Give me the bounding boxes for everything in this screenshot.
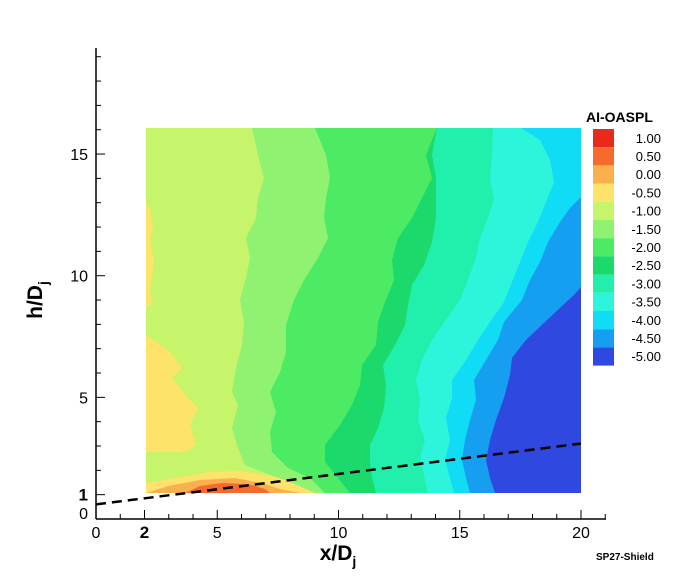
x-axis-title-subscript: j	[351, 553, 356, 569]
x-tick-label: 5	[213, 525, 222, 542]
y-axis-title-main: h/D	[24, 285, 47, 319]
legend-swatch	[593, 311, 614, 330]
y-tick-label: 1	[79, 486, 88, 505]
legend-label: -3.50	[631, 295, 661, 310]
legend-swatch	[593, 165, 614, 184]
y-axis-title: h/Dj	[24, 281, 51, 319]
legend-swatch	[593, 256, 614, 275]
legend-label: -5.00	[631, 349, 661, 364]
y-axis-title-subscript: j	[35, 281, 51, 286]
legend-swatch	[593, 347, 614, 366]
legend-label: -4.50	[631, 331, 661, 346]
legend-swatch	[593, 329, 614, 348]
y-tick-label: 5	[79, 390, 88, 407]
x-tick-label: 0	[92, 525, 101, 542]
legend-label: -1.50	[631, 222, 661, 237]
band-level--0.50-left	[146, 205, 154, 307]
legend-label: -2.00	[631, 240, 661, 255]
legend-label: -4.00	[631, 313, 661, 328]
legend-swatch	[593, 201, 614, 220]
legend-swatch	[593, 274, 614, 293]
legend-label: -1.00	[631, 204, 661, 219]
band-level--0.50-bottom	[146, 335, 198, 452]
legend-label: -0.50	[631, 185, 661, 200]
x-tick-label: 10	[330, 525, 348, 542]
legend-swatch	[593, 292, 614, 311]
y-tick-label: 10	[70, 269, 88, 286]
legend-swatch	[593, 220, 614, 239]
legend-label: -3.00	[631, 276, 661, 291]
legend-label: 0.00	[636, 167, 661, 182]
x-tick-label: 15	[451, 525, 469, 542]
x-axis-ticks: 0 2 5 10 15 20	[92, 510, 606, 542]
legend-swatch	[593, 238, 614, 257]
x-axis-title-main: x/D	[320, 542, 353, 565]
y-tick-label: 15	[70, 147, 88, 164]
band-level--4.50	[486, 287, 581, 493]
legend-label: -2.50	[631, 258, 661, 273]
contour-field	[146, 128, 581, 493]
legend: 1.00 0.50 0.00 -0.50 -1.00 -1.50 -2.00 -2.50 -3.…	[593, 129, 661, 366]
annotation-label: SP27-Shield	[596, 552, 654, 563]
legend-title: AI-OASPL	[586, 109, 653, 125]
x-tick-label: 2	[140, 523, 149, 542]
legend-label: 1.00	[636, 131, 661, 146]
legend-swatch	[593, 147, 614, 166]
x-axis-title: x/Dj	[320, 542, 357, 569]
dashed-reference-line	[95, 442, 582, 506]
legend-label: 0.50	[636, 149, 661, 164]
x-tick-label: 20	[572, 525, 590, 542]
legend-swatch	[593, 129, 614, 148]
y-tick-label: 0	[79, 506, 88, 523]
legend-swatch	[593, 183, 614, 202]
